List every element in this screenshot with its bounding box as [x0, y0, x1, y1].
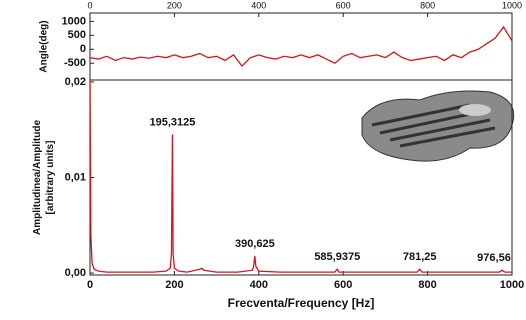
y-axis-label: Angle(deg): [39, 20, 50, 72]
peak-label: 781,25: [403, 251, 437, 263]
x-axis-label: Frecventa/Frequency [Hz]: [228, 296, 375, 310]
y-tick-label: -500: [64, 57, 86, 69]
y-tick-label: 0,02: [65, 76, 86, 88]
chart: 1000 500 0 -500 0 200 400 600 800 1000 Angle(deg) 0…: [0, 0, 526, 320]
y-tick-label: 0,01: [65, 171, 86, 183]
peak-label: 585,9375: [314, 251, 360, 263]
x-tick-label: 1000: [502, 0, 522, 10]
page: {"chart_data": [ {"type": "line", "ylabe…: [0, 0, 526, 320]
peak-label: 390,625: [235, 238, 275, 250]
x-tick-label: 600: [336, 0, 351, 10]
y-tick-label: 1000: [62, 15, 86, 27]
y-tick-label: 0,00: [65, 267, 86, 279]
series-line: [90, 27, 512, 66]
x-tick-label: 200: [167, 0, 182, 10]
x-tick-label: 0: [87, 0, 92, 10]
plot-frame: [90, 13, 512, 80]
y-axis-label: Amplitudinea/Amplitude: [32, 120, 43, 235]
peak-label: 195,3125: [149, 116, 195, 128]
y-tick-label: 500: [68, 29, 86, 41]
x-tick-label: 200: [165, 279, 183, 291]
x-tick-label: 600: [334, 279, 352, 291]
guitar-image: [362, 91, 514, 161]
x-tick-label: 1000: [500, 279, 524, 291]
x-tick-label: 400: [250, 279, 268, 291]
y-tick-label: 0: [80, 43, 86, 55]
y-axis-label: [arbitrary units]: [45, 141, 56, 215]
peak-label: 976,56: [477, 252, 511, 264]
plot-area: [90, 27, 512, 66]
x-tick-label: 400: [251, 0, 266, 10]
x-tick-label: 0: [87, 279, 93, 291]
x-tick-label: 800: [420, 0, 435, 10]
x-tick-label: 800: [418, 279, 436, 291]
